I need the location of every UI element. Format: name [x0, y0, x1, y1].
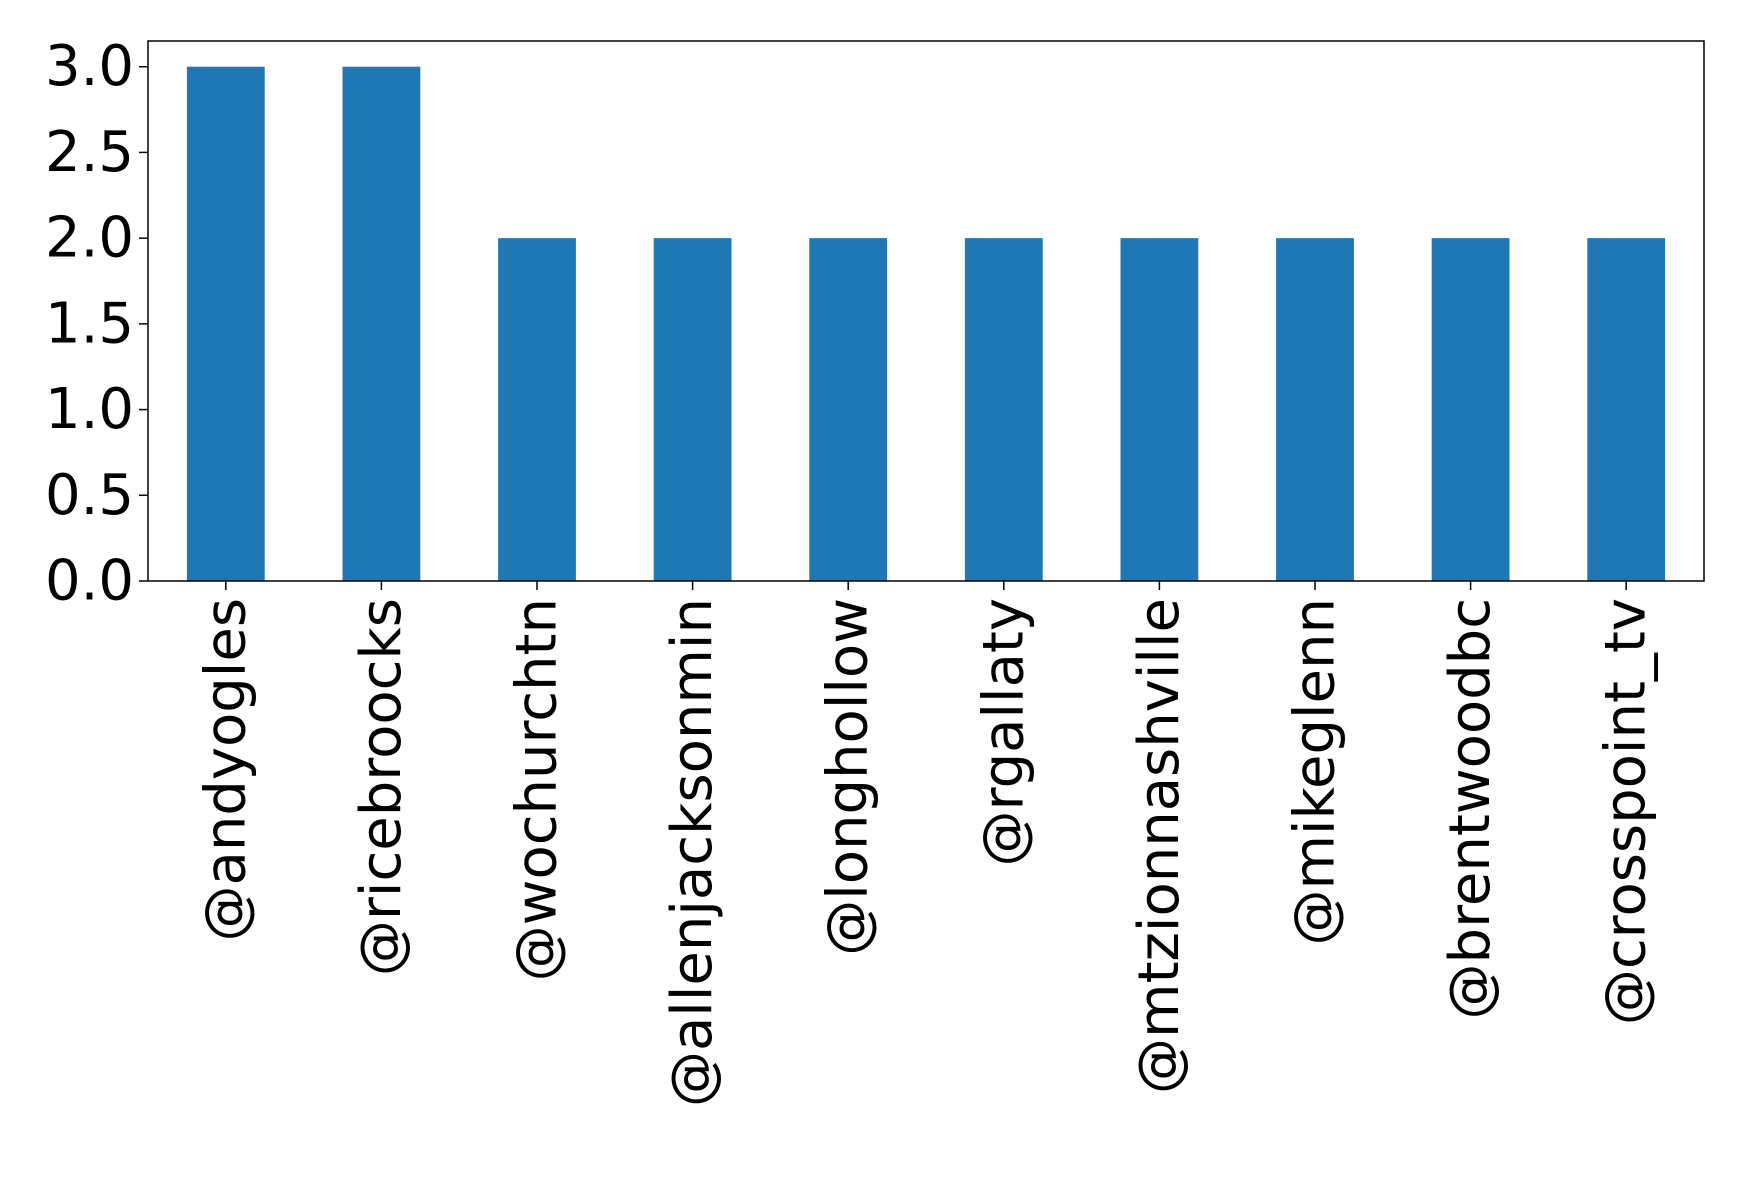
x-tick-label: @rgallaty — [971, 598, 1036, 866]
y-tick-label: 0.0 — [45, 549, 134, 614]
bars-group — [186, 66, 1666, 581]
y-axis: 0.0 0.5 1.0 1.5 2.0 2.5 3.0 — [45, 34, 148, 614]
bar-wochurchtn — [498, 238, 576, 581]
bar-mikeglenn — [1276, 238, 1354, 581]
x-tick-label: @ricebroocks — [349, 598, 414, 976]
x-tick-label: @longhollow — [816, 598, 881, 956]
bar-allenjacksonmin — [653, 238, 732, 581]
x-tick-label: @crosspoint_tv — [1594, 598, 1659, 1025]
bar-crosspointtv — [1587, 238, 1666, 581]
x-tick-label: @allenjacksonmin — [660, 598, 725, 1107]
plot-frame — [147, 40, 1705, 582]
y-tick-label: 2.0 — [45, 206, 134, 271]
x-axis: @andyogles @ricebroocks @wochurchtn @allenj… — [193, 581, 1659, 1107]
x-tick-label: @brentwoodbc — [1438, 598, 1503, 1019]
x-tick-label: @mikeglenn — [1283, 598, 1348, 946]
bar-andyogles — [186, 66, 265, 581]
y-tick-label: 0.5 — [45, 463, 134, 528]
bar-ricebroocks — [342, 66, 421, 581]
x-tick-label: @andyogles — [193, 598, 258, 942]
y-tick-label: 2.5 — [45, 120, 134, 185]
bar-brentwoodbc — [1431, 238, 1510, 581]
bar-longhollow — [809, 238, 888, 581]
bar-mtzionnashville — [1120, 238, 1199, 581]
x-tick-label: @mtzionnashville — [1127, 598, 1192, 1094]
y-tick-label: 3.0 — [45, 34, 134, 99]
bar-rgallaty — [964, 238, 1043, 581]
y-tick-label: 1.0 — [45, 377, 134, 442]
x-tick-label: @wochurchtn — [505, 598, 570, 981]
y-tick-label: 1.5 — [45, 291, 134, 356]
